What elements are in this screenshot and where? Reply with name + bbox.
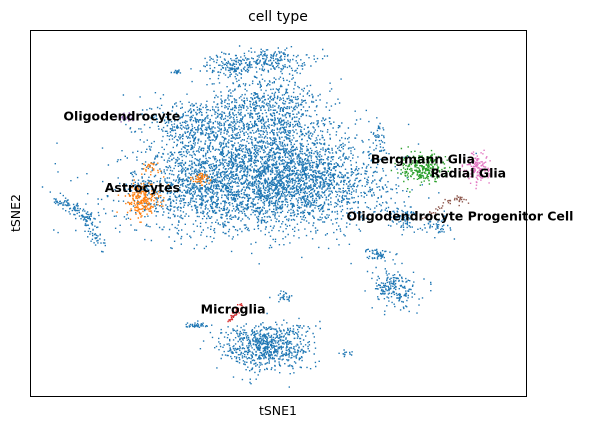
cluster-label: Oligodendrocyte Progenitor Cell: [347, 209, 574, 224]
cluster-label: Astrocytes: [105, 180, 180, 195]
scatter-points: [41, 45, 491, 388]
series-points: [116, 162, 212, 223]
series-oligodendrocyte: [116, 112, 135, 123]
series-microglia: [227, 303, 243, 323]
cluster-labels: Oligodendrocyte Astrocytes Bergmann GliaRa…: [63, 108, 573, 316]
series-points: [390, 146, 451, 193]
series-radial-glia: [459, 149, 491, 190]
cluster-label: Microglia: [201, 302, 266, 317]
series-oligodendrocyte-progenitor-cell: [422, 195, 470, 220]
chart-title: cell type: [248, 9, 308, 25]
plot-frame: [30, 30, 527, 397]
cluster-label: Oligodendrocyte: [63, 108, 180, 123]
series-bergmann-glia: [390, 146, 451, 193]
series-points: [227, 303, 243, 323]
series-points: [422, 195, 470, 220]
cluster-label: Bergmann Glia: [371, 151, 475, 166]
cluster-label: Radial Glia: [430, 166, 506, 181]
y-axis-label: tSNE2: [8, 194, 23, 232]
x-axis-label: tSNE1: [259, 403, 297, 418]
series-astrocytes: [116, 162, 212, 223]
series-points: [116, 112, 135, 123]
series-points: [459, 149, 491, 190]
